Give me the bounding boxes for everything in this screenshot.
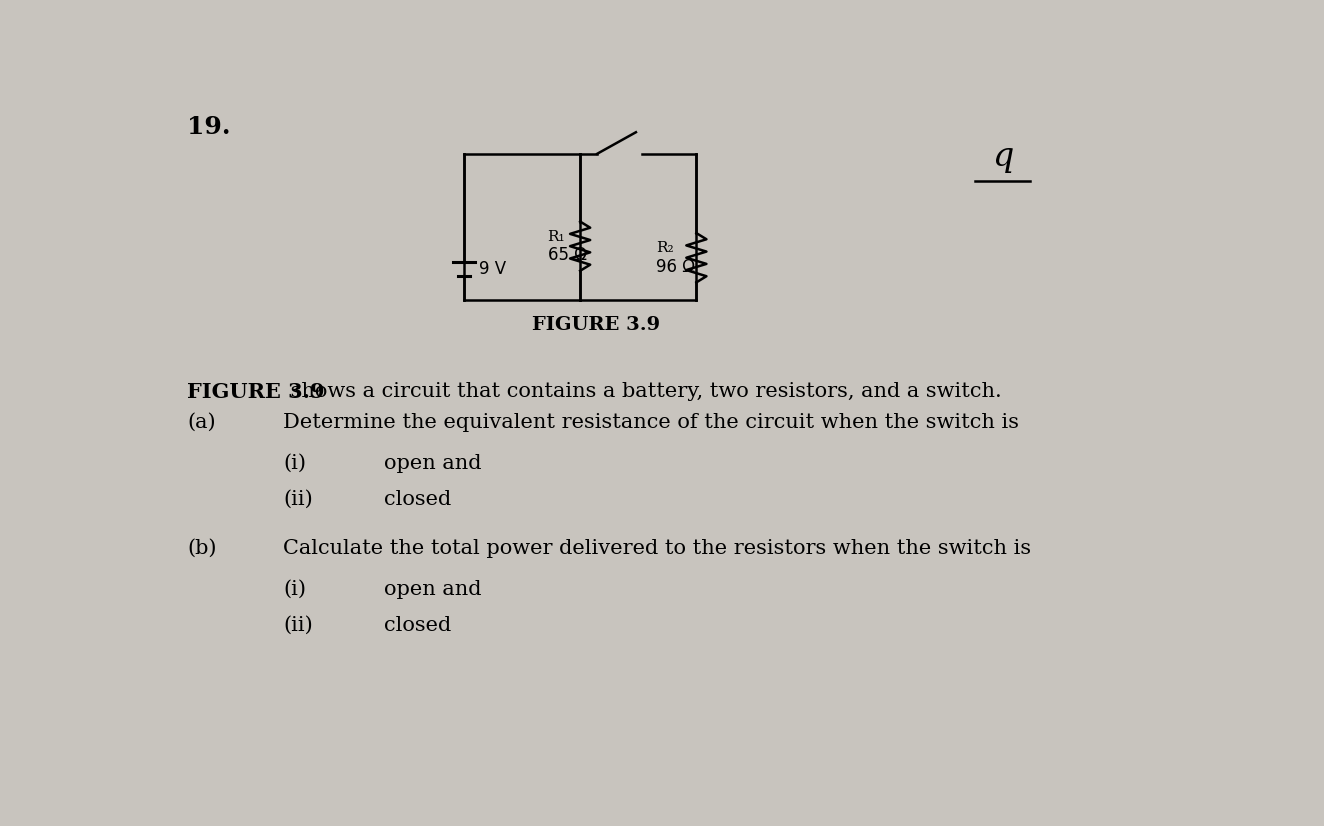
Text: open and: open and bbox=[384, 580, 482, 599]
Text: (a): (a) bbox=[187, 413, 216, 432]
Text: FIGURE 3.9: FIGURE 3.9 bbox=[187, 382, 324, 402]
Text: 96 Ω: 96 Ω bbox=[657, 258, 695, 276]
Text: Determine the equivalent resistance of the circuit when the switch is: Determine the equivalent resistance of t… bbox=[283, 413, 1019, 432]
Text: closed: closed bbox=[384, 491, 451, 510]
Text: 19.: 19. bbox=[187, 116, 230, 140]
Text: (i): (i) bbox=[283, 454, 306, 473]
Text: Calculate the total power delivered to the resistors when the switch is: Calculate the total power delivered to t… bbox=[283, 539, 1031, 558]
Text: shows a circuit that contains a battery, two resistors, and a switch.: shows a circuit that contains a battery,… bbox=[285, 382, 1002, 401]
Text: open and: open and bbox=[384, 454, 482, 473]
Text: 65 Ω: 65 Ω bbox=[548, 246, 587, 264]
Text: (i): (i) bbox=[283, 580, 306, 599]
Text: q: q bbox=[992, 140, 1013, 173]
Text: FIGURE 3.9: FIGURE 3.9 bbox=[531, 316, 659, 335]
Text: R₁: R₁ bbox=[548, 230, 565, 244]
Text: (ii): (ii) bbox=[283, 616, 312, 635]
Text: 9 V: 9 V bbox=[479, 260, 507, 278]
Text: closed: closed bbox=[384, 616, 451, 635]
Text: R₂: R₂ bbox=[657, 241, 674, 255]
Text: (ii): (ii) bbox=[283, 491, 312, 510]
Text: (b): (b) bbox=[187, 539, 217, 558]
